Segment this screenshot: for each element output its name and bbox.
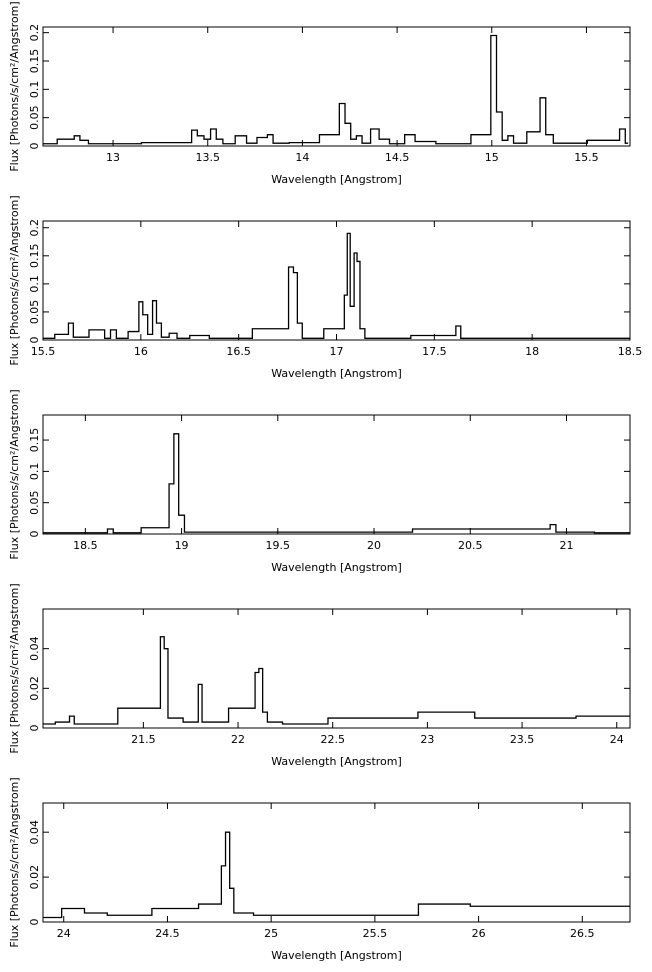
x-axis-label: Wavelength [Angstrom] — [271, 949, 402, 962]
y-tick-label: 0 — [28, 337, 41, 344]
x-tick-label: 15 — [485, 151, 499, 164]
x-tick-label: 14.5 — [385, 151, 410, 164]
x-tick-label: 20 — [367, 539, 381, 552]
x-tick-label: 19.5 — [266, 539, 291, 552]
x-tick-label: 16 — [134, 345, 148, 358]
x-tick-label: 18.5 — [618, 345, 643, 358]
y-tick-label: 0.1 — [28, 275, 41, 293]
y-tick-label: 0.05 — [28, 105, 41, 129]
spectrum-line — [43, 636, 630, 725]
x-axis-label: Wavelength [Angstrom] — [271, 173, 402, 186]
x-tick-label: 22.5 — [320, 733, 345, 746]
x-tick-label: 20.5 — [458, 539, 483, 552]
x-tick-label: 19 — [175, 539, 189, 552]
y-axis-label: Flux [Photons/s/cm²/Angstrom] — [8, 389, 21, 559]
x-tick-label: 23 — [420, 733, 434, 746]
x-tick-label: 13 — [106, 151, 120, 164]
x-tick-label: 24 — [57, 927, 71, 940]
plot-frame — [42, 220, 631, 341]
y-tick-label: 0.02 — [28, 676, 41, 701]
y-tick-label: 0.2 — [28, 24, 41, 42]
y-axis-label: Flux [Photons/s/cm²/Angstrom] — [8, 195, 21, 365]
x-tick-label: 26.5 — [570, 927, 595, 940]
y-axis-label: Flux [Photons/s/cm²/Angstrom] — [8, 1, 21, 171]
y-tick-label: 0.1 — [28, 463, 41, 481]
x-tick-label: 17 — [330, 345, 344, 358]
plot-frame — [42, 26, 631, 147]
y-tick-label: 0.15 — [28, 49, 41, 74]
x-tick-label: 14 — [295, 151, 309, 164]
plot-frame — [42, 608, 631, 729]
y-tick-label: 0.04 — [28, 820, 41, 845]
y-tick-label: 0.15 — [28, 428, 41, 453]
x-tick-label: 15.5 — [31, 345, 56, 358]
spectrum-line — [43, 34, 629, 145]
x-tick-label: 21.5 — [131, 733, 156, 746]
y-tick-label: 0.15 — [28, 244, 41, 269]
x-axis-label: Wavelength [Angstrom] — [271, 561, 402, 574]
x-tick-label: 26 — [472, 927, 486, 940]
y-tick-label: 0.04 — [28, 636, 41, 661]
spectrum-line — [43, 433, 630, 534]
y-tick-label: 0.05 — [28, 300, 41, 325]
x-tick-label: 22 — [231, 733, 245, 746]
x-tick-label: 13.5 — [195, 151, 220, 164]
spectrum-line — [43, 232, 630, 339]
x-tick-label: 18.5 — [73, 539, 98, 552]
x-tick-label: 17.5 — [422, 345, 447, 358]
spectrum-line — [43, 831, 630, 919]
x-tick-label: 25.5 — [363, 927, 388, 940]
x-axis-label: Wavelength [Angstrom] — [271, 367, 402, 380]
x-tick-label: 23.5 — [510, 733, 535, 746]
x-tick-label: 24.5 — [155, 927, 180, 940]
y-tick-label: 0.1 — [28, 81, 41, 99]
y-tick-label: 0 — [28, 725, 41, 732]
y-tick-label: 0.05 — [28, 490, 41, 515]
y-tick-label: 0.2 — [28, 219, 41, 237]
plot-frame — [42, 802, 631, 923]
y-tick-label: 0 — [28, 919, 41, 926]
x-tick-label: 15.5 — [574, 151, 599, 164]
x-tick-label: 25 — [264, 927, 278, 940]
x-axis-label: Wavelength [Angstrom] — [271, 755, 402, 768]
x-tick-label: 18 — [525, 345, 539, 358]
y-axis-label: Flux [Photons/s/cm²/Angstrom] — [8, 583, 21, 753]
y-tick-label: 0 — [28, 531, 41, 538]
x-tick-label: 24 — [610, 733, 624, 746]
x-tick-label: 16.5 — [226, 345, 251, 358]
y-tick-label: 0 — [28, 143, 41, 150]
plot-frame — [42, 414, 631, 535]
x-tick-label: 21 — [559, 539, 573, 552]
y-tick-label: 0.02 — [28, 865, 41, 890]
y-axis-label: Flux [Photons/s/cm²/Angstrom] — [8, 777, 21, 947]
